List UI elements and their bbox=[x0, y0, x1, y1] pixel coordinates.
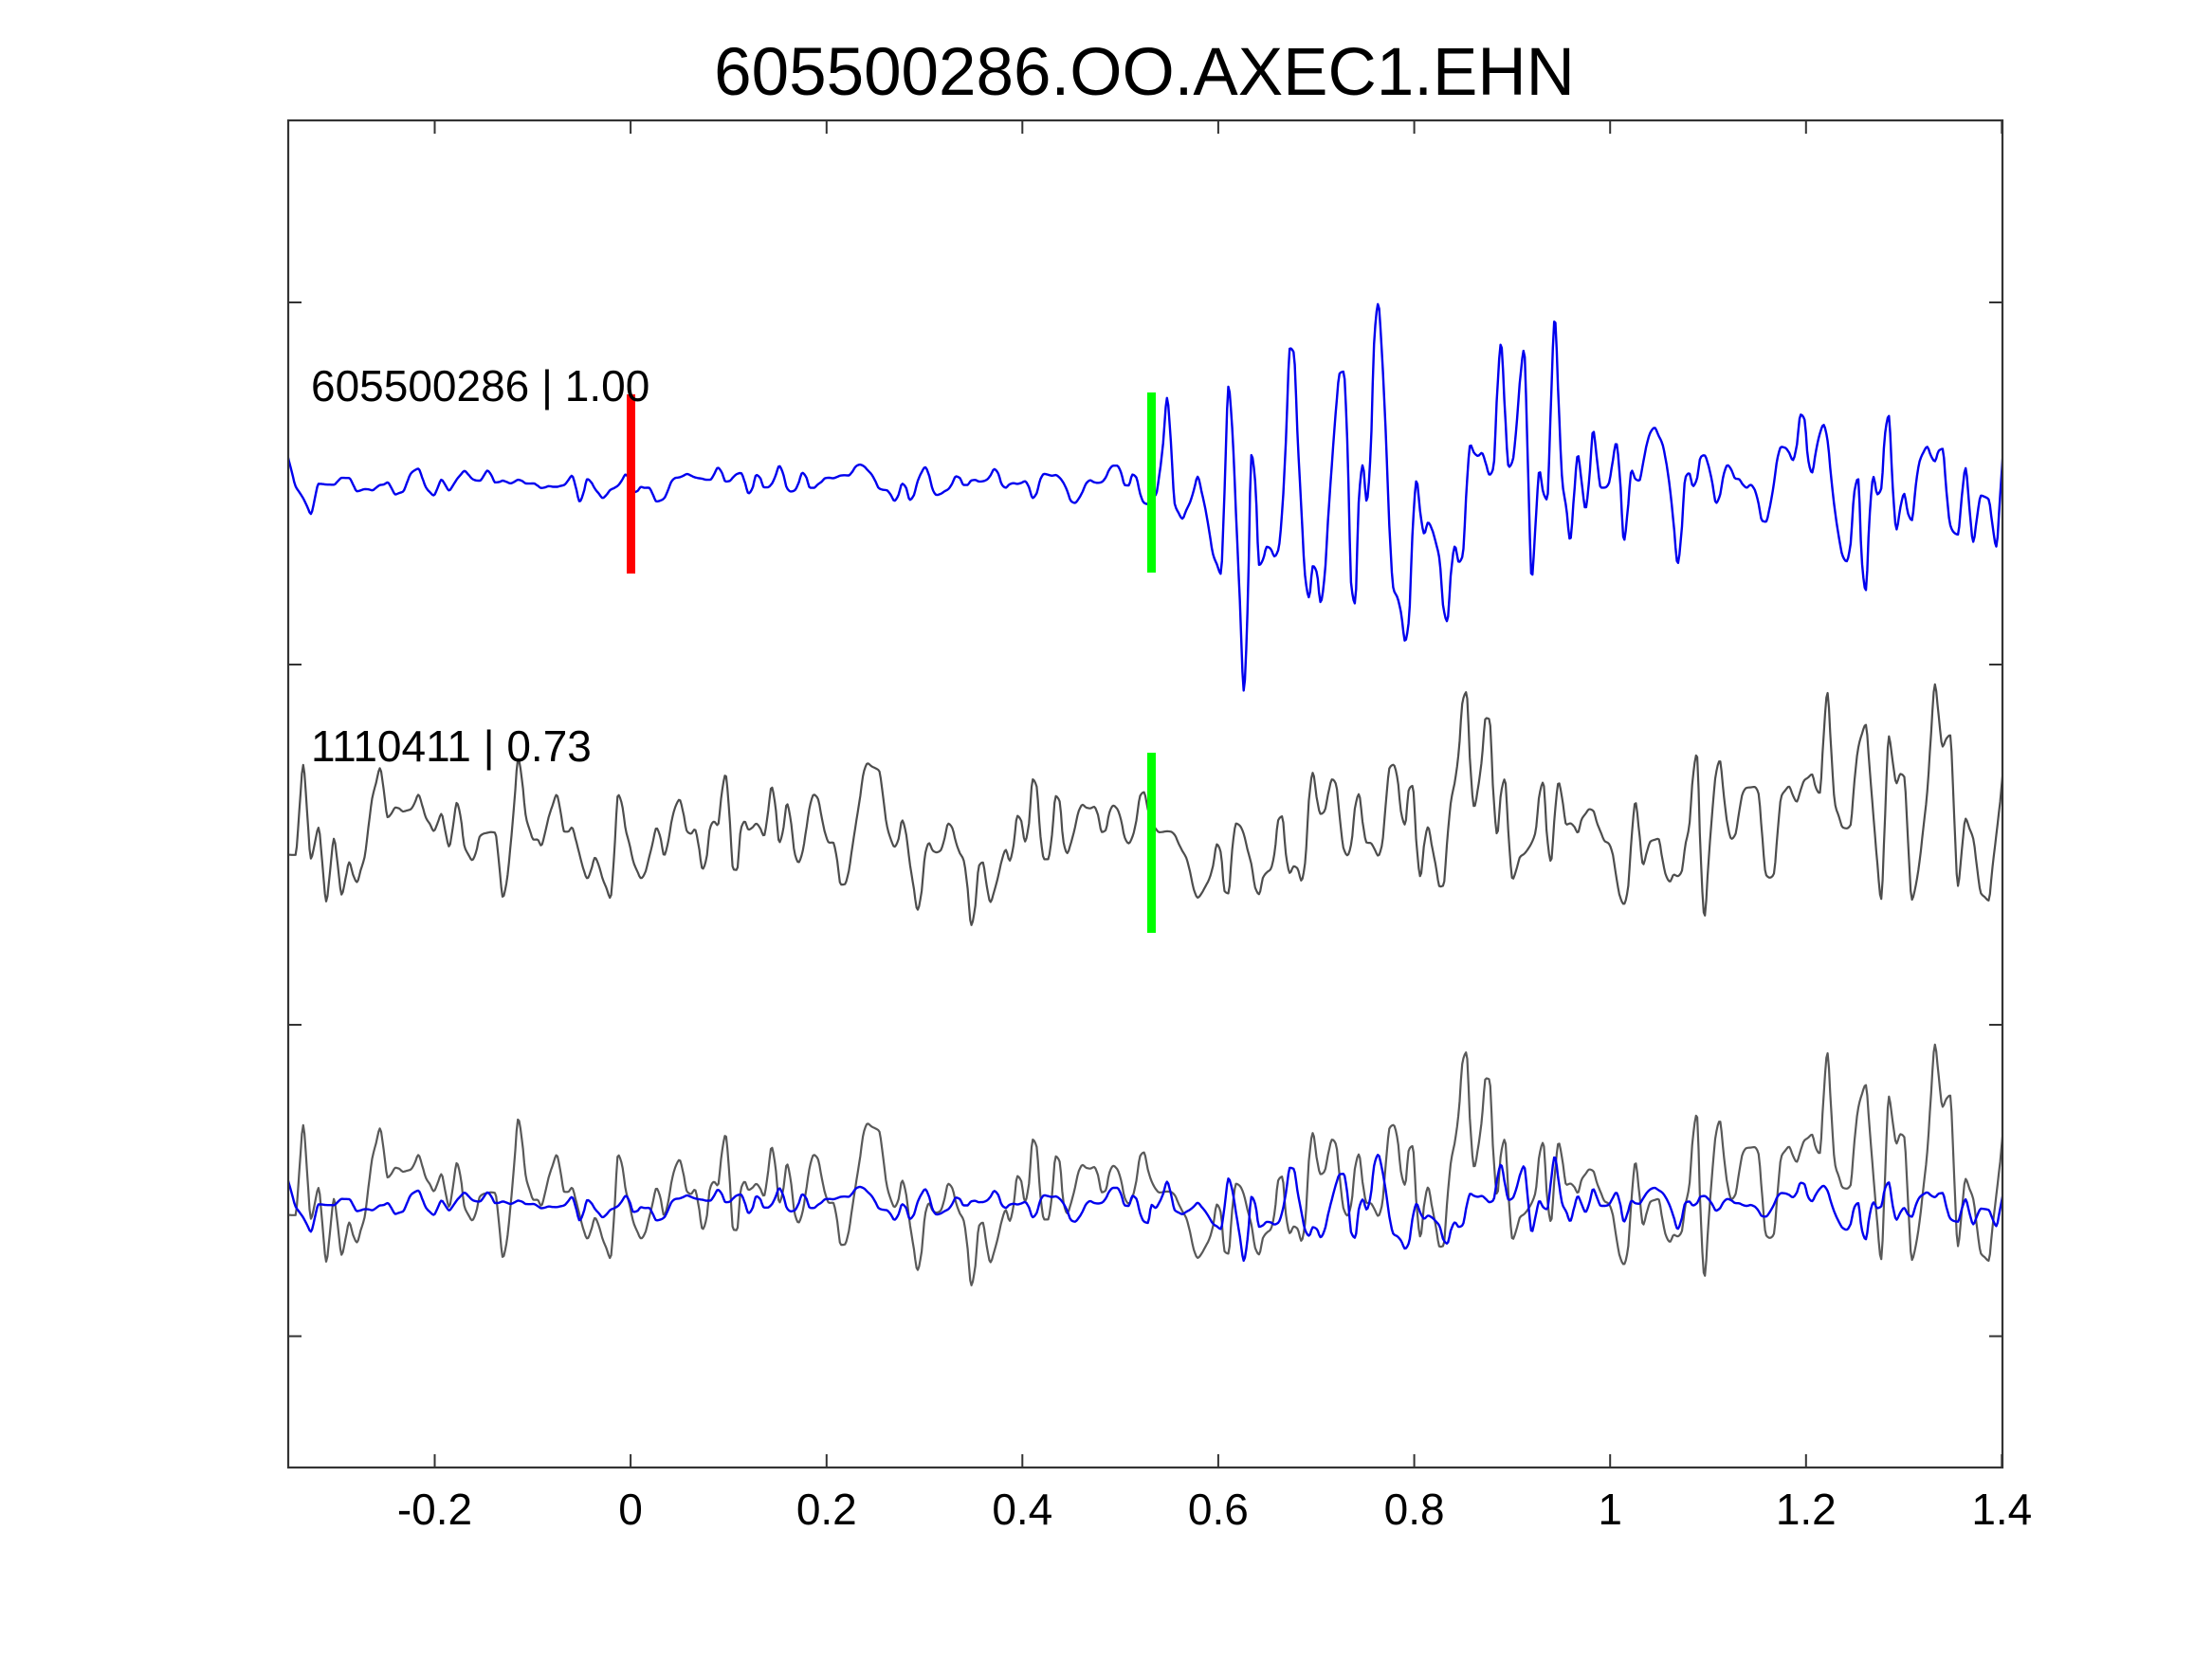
svg-text:0.2: 0.2 bbox=[796, 1485, 857, 1534]
svg-text:0.8: 0.8 bbox=[1384, 1485, 1445, 1534]
svg-text:1: 1 bbox=[1598, 1485, 1622, 1534]
svg-text:0.6: 0.6 bbox=[1188, 1485, 1249, 1534]
svg-text:1.2: 1.2 bbox=[1776, 1485, 1837, 1534]
svg-text:0: 0 bbox=[618, 1485, 643, 1534]
svg-text:0.4: 0.4 bbox=[992, 1485, 1052, 1534]
svg-text:605500286.OO.AXEC1.EHN: 605500286.OO.AXEC1.EHN bbox=[714, 35, 1575, 110]
svg-text:1.4: 1.4 bbox=[1971, 1485, 2032, 1534]
svg-text:-0.2: -0.2 bbox=[397, 1485, 472, 1534]
svg-text:605500286 | 1.00: 605500286 | 1.00 bbox=[311, 361, 649, 410]
svg-text:1110411 | 0.73: 1110411 | 0.73 bbox=[311, 721, 592, 771]
